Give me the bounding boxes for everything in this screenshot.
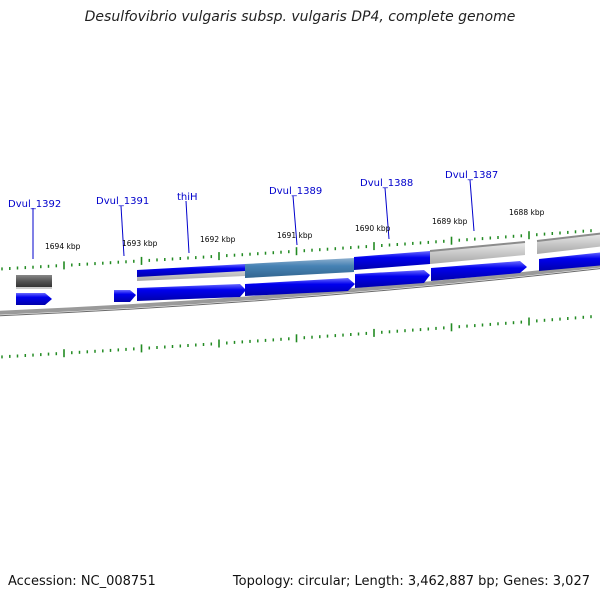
gene-dvul-1389-highlight (245, 258, 354, 278)
genome-backbone-shadow (0, 268, 600, 317)
kbp-label-1694: 1694 kbp (45, 242, 81, 251)
gene-label-dvul-1392[interactable]: Dvul_1392 (8, 199, 61, 210)
accession-text: Accession: NC_008751 (8, 574, 156, 589)
kbp-label-1692: 1692 kbp (200, 235, 236, 244)
gene-label-dvul-1387[interactable]: Dvul_1387 (445, 170, 498, 181)
kbp-label-1693: 1693 kbp (122, 239, 158, 248)
gene-dvul-1387-arrow (431, 261, 527, 281)
lower-tick-scale (1, 315, 592, 359)
topology-text: Topology: circular; Length: 3,462,887 bp… (232, 574, 590, 589)
gene-label-dvul-1388[interactable]: Dvul_1388 (360, 178, 413, 189)
leader-dvul-1389 (292, 195, 298, 246)
kbp-label-1690: 1690 kbp (355, 224, 391, 233)
dark-feature (16, 275, 52, 287)
leader-dvul-1388 (384, 187, 390, 240)
gene-label-thiH[interactable]: thiH (177, 192, 198, 203)
gene-thiH-arrow (137, 284, 246, 301)
gene-next-arrow (539, 252, 600, 271)
gene-label-dvul-1389[interactable]: Dvul_1389 (269, 186, 322, 197)
kbp-label-1691: 1691 kbp (277, 231, 313, 240)
genome-title: Desulfovibrio vulgaris subsp. vulgaris D… (84, 9, 516, 25)
leader-dvul-1391 (120, 205, 125, 257)
gene-dvul-1391-arrow (114, 290, 136, 302)
gene-dvul-1388-reverse (354, 251, 430, 270)
gene-dvul-1388-arrow (355, 270, 430, 288)
gene-thiH-reverse (137, 264, 245, 277)
upper-tick-scale (1, 229, 592, 271)
grey-feature-edge-2 (536, 232, 600, 242)
reverse-feature-grey-2 (537, 233, 600, 254)
kbp-label-1688: 1688 kbp (509, 208, 545, 217)
gene-dvul-1392-arrow (16, 293, 52, 305)
gene-dvul-1389-arrow (245, 278, 355, 296)
grey-feature-edge-1 (429, 241, 526, 252)
gene-label-dvul-1391[interactable]: Dvul_1391 (96, 196, 149, 207)
kbp-label-1689: 1689 kbp (432, 217, 468, 226)
leader-thiH (185, 200, 190, 254)
leader-dvul-1387 (469, 179, 475, 232)
genome-backbone (0, 263, 600, 315)
reverse-feature-grey-1 (430, 242, 525, 264)
